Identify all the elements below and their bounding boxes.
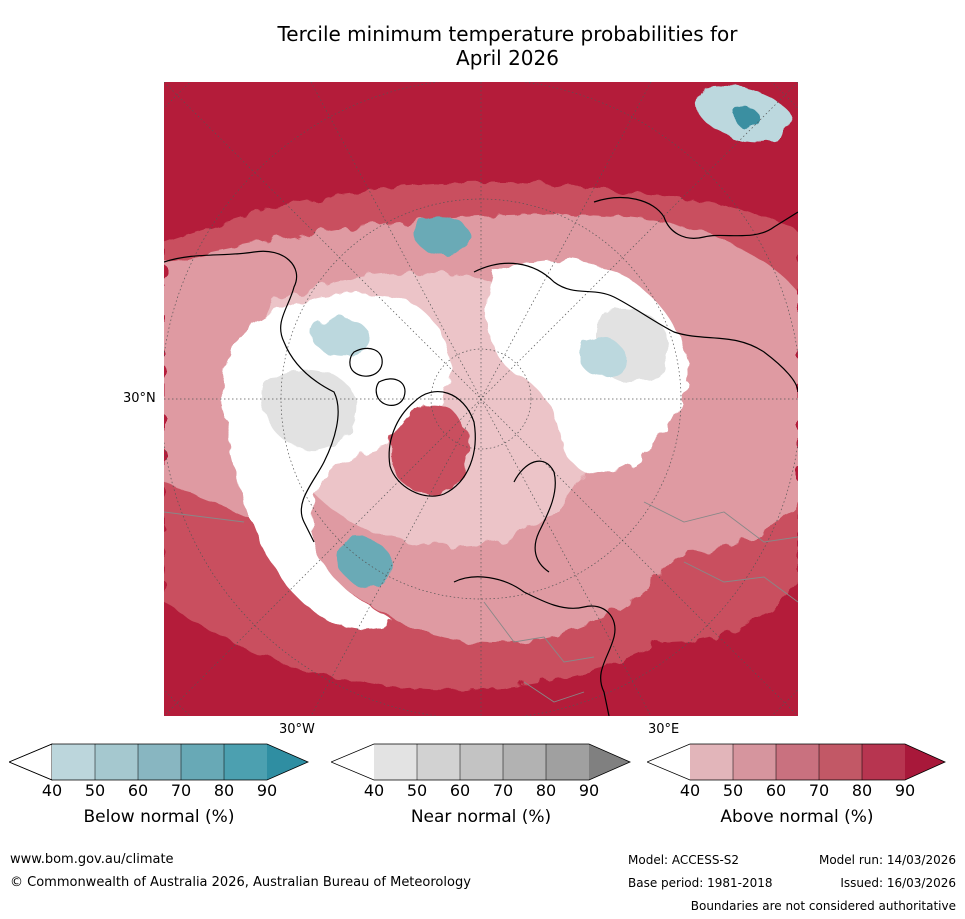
- near-bin-50-60: [417, 744, 460, 780]
- coastline-arctic-islands: [349, 347, 406, 406]
- tick: 70: [808, 781, 830, 800]
- below-normal-core-pacific: [733, 106, 759, 129]
- coastline-north-america: [164, 250, 339, 543]
- title-line-1: Tercile minimum temperature probabilitie…: [277, 22, 738, 46]
- border-europe-1: [483, 601, 595, 663]
- tick: 40: [679, 781, 701, 800]
- above-normal-greenland: [389, 403, 468, 495]
- longitude-label-30w: 30°W: [279, 722, 315, 737]
- near-outline: [331, 743, 631, 781]
- tick: 90: [256, 781, 278, 800]
- model-text: Model: ACCESS-S2: [628, 853, 740, 867]
- base-period-text: Base period: 1981-2018: [628, 876, 773, 890]
- tick: 90: [894, 781, 916, 800]
- longitude-label-30e: 30°E: [648, 722, 680, 737]
- country-borders: [164, 501, 798, 703]
- tick: 60: [765, 781, 787, 800]
- latitude-label-30n: 30°N: [123, 391, 156, 406]
- below-normal-patch-atlantic: [338, 538, 393, 589]
- tick: 60: [449, 781, 471, 800]
- coastline-scandinavia: [513, 460, 556, 573]
- colorbar-near-normal: [331, 743, 631, 781]
- issued-text: Issued: 16/03/2026: [840, 876, 956, 890]
- disclaimer-text: Boundaries are not considered authoritat…: [690, 899, 956, 913]
- tick: 70: [170, 781, 192, 800]
- near-dividers: [416, 744, 547, 780]
- coastline-siberia: [473, 262, 798, 393]
- below-dividers: [94, 744, 225, 780]
- above-bin-50-60: [733, 744, 776, 780]
- coastline-east-asia: [593, 197, 798, 239]
- near-normal-grey-patch: [261, 369, 358, 451]
- map-title: Tercile minimum temperature probabilitie…: [160, 22, 855, 70]
- colorbar-near-label: Near normal (%): [410, 807, 552, 827]
- tick: 80: [535, 781, 557, 800]
- tick: 80: [851, 781, 873, 800]
- tick: 80: [213, 781, 235, 800]
- above-bin-40-50: [690, 744, 733, 780]
- above-dividers: [732, 744, 863, 780]
- below-bin-60-70: [138, 744, 181, 780]
- above-bin-60-70: [776, 744, 819, 780]
- below-normal-patch-canada: [310, 316, 371, 357]
- near-arrow-right: [589, 744, 630, 780]
- colorbar-below-normal-graphic: [9, 743, 309, 781]
- below-arrow-left: [9, 743, 53, 781]
- below-bin-70-80: [181, 744, 224, 780]
- below-normal-patch-arctic: [414, 216, 470, 254]
- colorbar-below-label: Below normal (%): [83, 807, 235, 827]
- map-canvas: [164, 82, 798, 716]
- tick: 40: [363, 781, 385, 800]
- tick: 50: [84, 781, 106, 800]
- near-bin-80-90: [546, 744, 589, 780]
- tick: 60: [127, 781, 149, 800]
- above-bin-80-90: [862, 744, 905, 780]
- tick: 40: [41, 781, 63, 800]
- near-bin-40-50: [374, 744, 417, 780]
- tick: 50: [406, 781, 428, 800]
- near-arrow-left: [331, 744, 374, 780]
- border-canada-us: [164, 511, 245, 523]
- graticule-circle-inner: [430, 348, 532, 450]
- colorbar-below-normal: [9, 743, 309, 781]
- below-bin-40-50: [52, 744, 95, 780]
- below-outline: [9, 743, 309, 781]
- title-line-2: April 2026: [456, 46, 559, 70]
- border-asia-1: [643, 501, 798, 543]
- colorbar-above-normal-graphic: [647, 743, 946, 781]
- tick: 70: [492, 781, 514, 800]
- near-bin-60-70: [460, 744, 503, 780]
- colorbar-above-normal: [647, 743, 947, 781]
- above-outline: [647, 743, 946, 781]
- border-asia-2: [683, 561, 798, 603]
- colorbar-above-label: Above normal (%): [720, 807, 874, 827]
- model-run-text: Model run: 14/03/2026: [818, 853, 956, 867]
- border-europe-2: [523, 681, 585, 703]
- copyright-text: © Commonwealth of Australia 2026, Austra…: [10, 875, 471, 890]
- below-normal-patch-siberia: [578, 338, 627, 377]
- above-arrow-left: [647, 744, 690, 780]
- coastline-greenland: [388, 391, 476, 497]
- meridian-d2: [164, 82, 798, 716]
- above-bin-70-80: [819, 744, 862, 780]
- below-bin-80-90: [224, 744, 267, 780]
- tick: 90: [578, 781, 600, 800]
- tick: 50: [722, 781, 744, 800]
- below-bin-50-60: [95, 744, 138, 780]
- coastlines: [164, 197, 798, 716]
- coastline-europe: [453, 576, 616, 716]
- website-link[interactable]: www.bom.gov.au/climate: [10, 852, 174, 867]
- probability-map: [164, 82, 798, 716]
- near-bin-70-80: [503, 744, 546, 780]
- colorbar-near-normal-graphic: [331, 743, 631, 781]
- above-arrow-right: [905, 744, 945, 780]
- below-arrow-right: [267, 744, 308, 780]
- graticule: [164, 82, 798, 716]
